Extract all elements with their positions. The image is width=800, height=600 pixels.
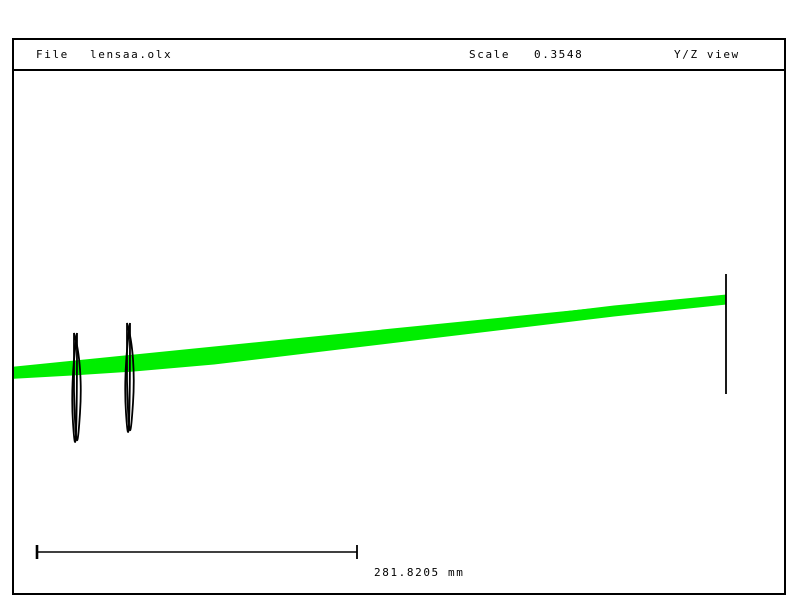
file-label: File: [36, 48, 69, 61]
ray-bundle: [14, 294, 727, 379]
plot-frame: File lensaa.olx Scale 0.3548 Y/Z view: [12, 38, 786, 595]
ray-line: [14, 297, 727, 373]
scale-value: 0.3548: [534, 48, 584, 61]
lens-2-profile-a: [126, 322, 135, 432]
scale-label: Scale: [469, 48, 511, 61]
file-name-value: lensaa.olx: [90, 48, 173, 61]
header-bar: File lensaa.olx Scale 0.3548 Y/Z view: [14, 40, 784, 71]
view-orientation-label: Y/Z view: [674, 48, 740, 61]
lens-1-profile-b: [71, 332, 78, 443]
lens-element-1: [71, 332, 82, 443]
ray-line: [14, 301, 727, 377]
optical-drawing-canvas: [14, 71, 784, 595]
optical-scene: [14, 274, 727, 443]
lens-1-profile-a: [73, 332, 82, 442]
lens-2-profile-b: [124, 322, 131, 433]
scale-bar-length-label: 281.8205 mm: [374, 566, 465, 579]
lens-element-2: [124, 322, 135, 433]
scale-bar-group: [14, 533, 784, 593]
scale-bar: [35, 545, 358, 559]
ray-line: [14, 299, 727, 375]
ray-line: [14, 295, 727, 371]
ray-line: [14, 295, 727, 369]
